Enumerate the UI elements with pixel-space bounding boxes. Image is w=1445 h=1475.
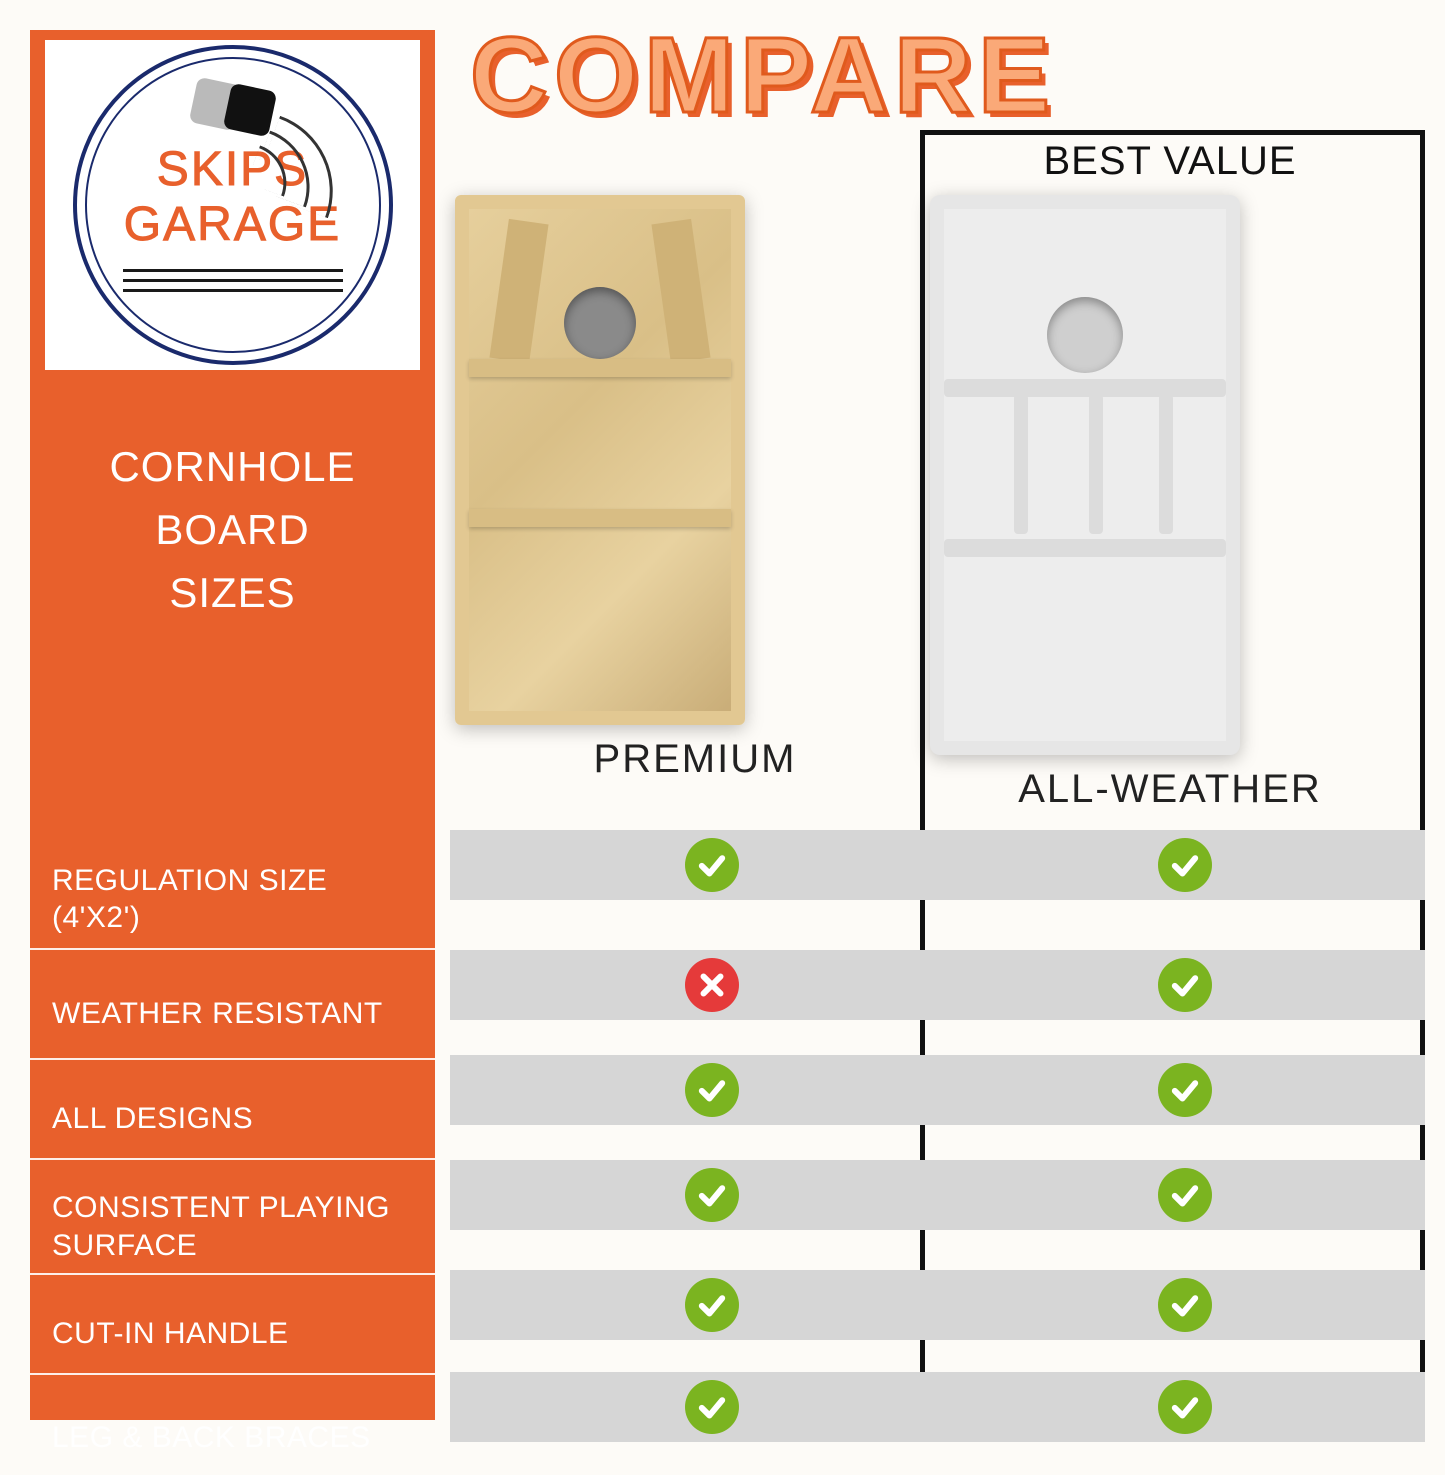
feature-label: REGULATION SIZE (4'X2') <box>30 850 435 950</box>
sidebar-title-line: BOARD <box>30 498 435 561</box>
check-icon <box>685 1278 739 1332</box>
column-label: PREMIUM <box>455 737 935 782</box>
brand-logo: SKIPS GARAGE <box>45 40 420 370</box>
comparison-row <box>450 950 1425 1020</box>
comparison-row <box>450 1372 1425 1442</box>
sidebar-title: CORNHOLE BOARD SIZES <box>30 435 435 624</box>
column-header: PREMIUM <box>455 195 935 782</box>
comparison-infographic: SKIPS GARAGE CORNHOLE BOARD SIZES REGULA… <box>0 0 1445 1445</box>
check-icon <box>1158 1168 1212 1222</box>
check-icon <box>685 838 739 892</box>
best-value-badge: BEST VALUE <box>930 139 1410 184</box>
premium-board-image <box>455 195 935 725</box>
cross-icon <box>685 958 739 1012</box>
page-title: COMPARE <box>470 12 1056 137</box>
feature-label: ALL DESIGNS <box>30 1080 435 1160</box>
all_weather-board-image <box>930 195 1410 755</box>
check-icon <box>685 1168 739 1222</box>
sidebar-title-line: CORNHOLE <box>30 435 435 498</box>
check-icon <box>1158 958 1212 1012</box>
check-icon <box>1158 1063 1212 1117</box>
feature-label: CUT-IN HANDLE <box>30 1295 435 1375</box>
comparison-row <box>450 1270 1425 1340</box>
check-icon <box>1158 838 1212 892</box>
feature-label: WEATHER RESISTANT <box>30 970 435 1060</box>
comparison-row <box>450 830 1425 900</box>
check-icon <box>1158 1278 1212 1332</box>
check-icon <box>685 1063 739 1117</box>
feature-label: CONSISTENT PLAYING SURFACE <box>30 1180 435 1275</box>
check-icon <box>685 1380 739 1434</box>
sidebar-title-line: SIZES <box>30 561 435 624</box>
comparison-row <box>450 1055 1425 1125</box>
column-label: ALL-WEATHER <box>930 767 1410 812</box>
check-icon <box>1158 1380 1212 1434</box>
column-header: BEST VALUEALL-WEATHER <box>930 195 1410 812</box>
feature-label: LEG & BACK BRACES <box>30 1400 435 1475</box>
comparison-row <box>450 1160 1425 1230</box>
sidebar: SKIPS GARAGE CORNHOLE BOARD SIZES REGULA… <box>30 30 435 1420</box>
